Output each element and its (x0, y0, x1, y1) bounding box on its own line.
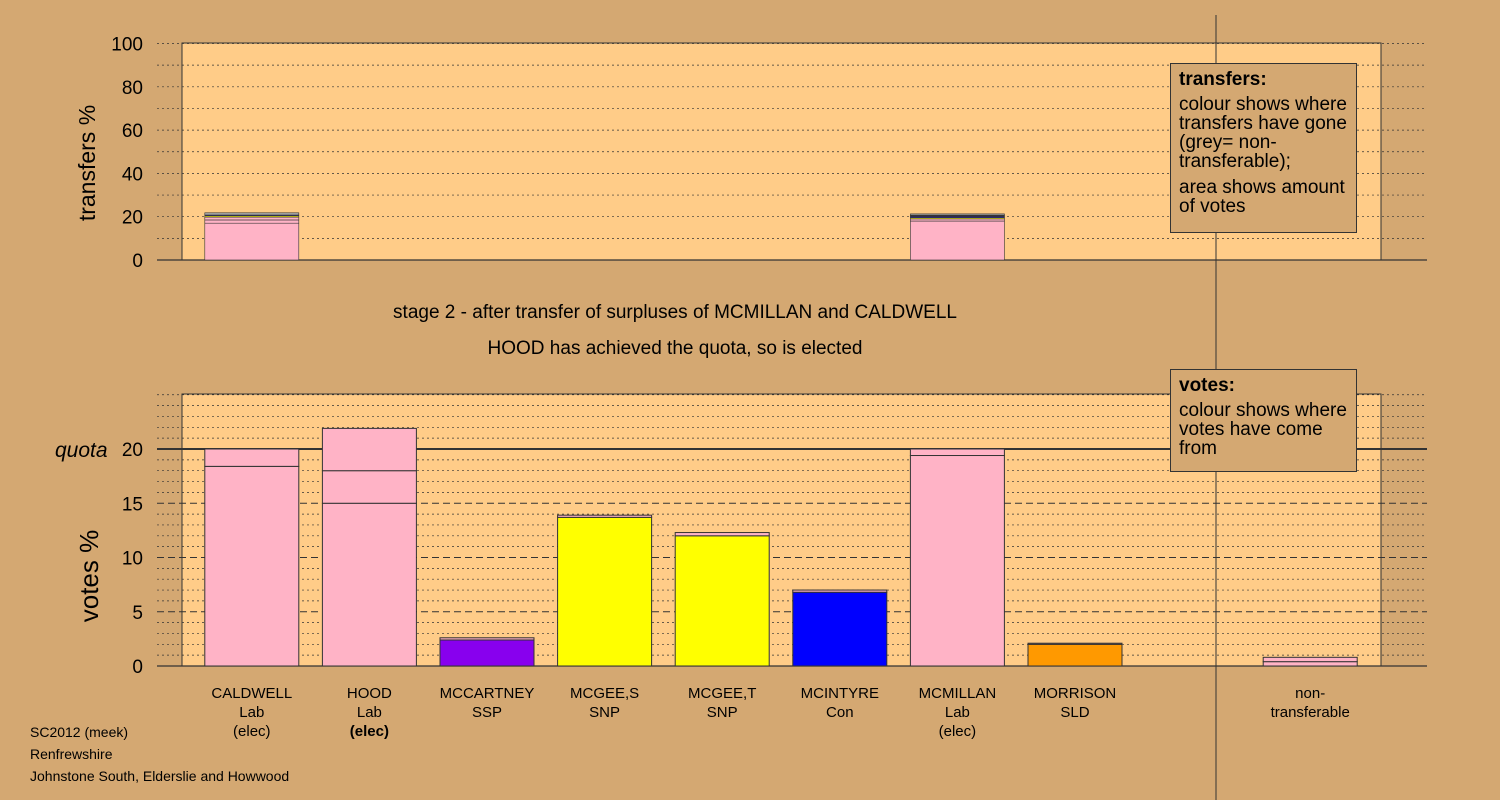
candidate-label: CALDWELL (211, 685, 292, 702)
votes-legend: votes: colour shows where votes have com… (1170, 369, 1357, 472)
bar-mcgee-t (674, 532, 770, 667)
bar-segment (909, 448, 1005, 457)
bar-segment (439, 637, 535, 641)
bar-segment (910, 213, 1005, 216)
bar-caldwell (204, 212, 300, 261)
y-axis-label: transfers % (74, 105, 100, 221)
bar-segment (204, 212, 300, 216)
y-tick-label: 0 (132, 251, 143, 272)
candidate-label: MCCARTNEY (440, 685, 535, 702)
candidate-label: Con (826, 704, 854, 721)
candidate-label: (elec) (350, 723, 389, 740)
bar-segment (909, 455, 1005, 667)
bar-segment (1262, 661, 1358, 667)
bar-segment (204, 465, 300, 667)
bar-segment (792, 589, 888, 593)
candidate-label: SNP (707, 704, 738, 721)
transfers-legend-text: colour shows where transfers have gone (… (1179, 94, 1347, 172)
candidate-label: SSP (472, 704, 502, 721)
y-tick-label: 80 (122, 78, 143, 99)
bar-segment (1262, 656, 1358, 663)
bar-caldwell (204, 448, 300, 667)
bar-morrison (1027, 642, 1123, 667)
bar-segment (674, 535, 770, 667)
bar-segment (439, 639, 535, 667)
bar-hood (321, 427, 417, 667)
bar-mcintyre (792, 589, 888, 667)
candidate-label: MCINTYRE (801, 685, 879, 702)
y-tick-label: 40 (122, 164, 143, 185)
footer-election: SC2012 (meek) (30, 724, 129, 740)
footer-ward: Johnstone South, Elderslie and Howwood (30, 768, 290, 784)
stage-caption: stage 2 - after transfer of surpluses of… (393, 302, 957, 323)
candidate-label: MORRISON (1034, 685, 1117, 702)
votes-legend-text: colour shows where votes have come from (1179, 400, 1347, 459)
candidate-label: Lab (239, 704, 264, 721)
bar-segment (1027, 643, 1123, 667)
candidate-label: non- (1295, 685, 1325, 702)
transfers-legend: transfers: colour shows where transfers … (1170, 63, 1357, 233)
votes-legend-title: votes: (1179, 375, 1235, 396)
y-tick-label: 20 (122, 208, 143, 229)
y-axis-label: votes % (74, 530, 104, 623)
candidate-label: SLD (1060, 704, 1089, 721)
bar-segment (321, 427, 417, 472)
candidate-label: MCGEE,T (688, 685, 756, 702)
candidate-label: (elec) (939, 723, 977, 740)
bar-mccartney (439, 637, 535, 667)
candidate-label: SNP (589, 704, 620, 721)
votes-chart: 0 5 10 15 20 quota votes % (55, 393, 1427, 678)
y-tick-label: 60 (122, 121, 143, 142)
y-tick-label: 5 (132, 603, 143, 624)
result-caption: HOOD has achieved the quota, so is elect… (487, 338, 863, 359)
y-tick-label: 15 (122, 494, 143, 515)
bar-segment (910, 218, 1005, 222)
bar-segment (910, 220, 1005, 261)
bar-mcmillan (909, 448, 1005, 667)
y-tick-label: 10 (122, 549, 143, 570)
bar-mcmillan (910, 213, 1005, 261)
candidate-label: HOOD (347, 685, 392, 702)
bar-segment (204, 219, 300, 224)
y-tick-label: 100 (111, 35, 143, 56)
footer-council: Renfrewshire (30, 746, 113, 762)
candidate-labels: CALDWELL Lab (elec) HOOD Lab (elec) MCCARTNEY S… (211, 685, 1349, 740)
candidate-label: transferable (1271, 704, 1350, 721)
bar-non- (1262, 656, 1358, 667)
bar-segment (1027, 642, 1123, 645)
bar-segment (204, 216, 300, 221)
candidate-label: Lab (357, 704, 382, 721)
y-tick-label: 20 (122, 440, 143, 461)
candidate-label: (elec) (233, 723, 271, 740)
transfers-legend-title: transfers: (1179, 69, 1267, 90)
bar-segment (321, 470, 417, 504)
candidate-label: MCMILLAN (919, 685, 997, 702)
y-tick-label: 0 (132, 657, 143, 678)
bar-segment (321, 502, 417, 667)
bar-segment (204, 222, 300, 261)
quota-label: quota (55, 439, 108, 462)
candidate-label: MCGEE,S (570, 685, 639, 702)
bar-mcgee-s (557, 514, 653, 667)
bar-segment (557, 514, 653, 518)
candidate-label: Lab (945, 704, 970, 721)
bar-segment (792, 591, 888, 667)
transfers-legend-area-text: area shows amount of votes (1179, 177, 1345, 217)
bar-segment (674, 532, 770, 537)
bar-segment (557, 516, 653, 667)
bar-segment (204, 448, 300, 467)
